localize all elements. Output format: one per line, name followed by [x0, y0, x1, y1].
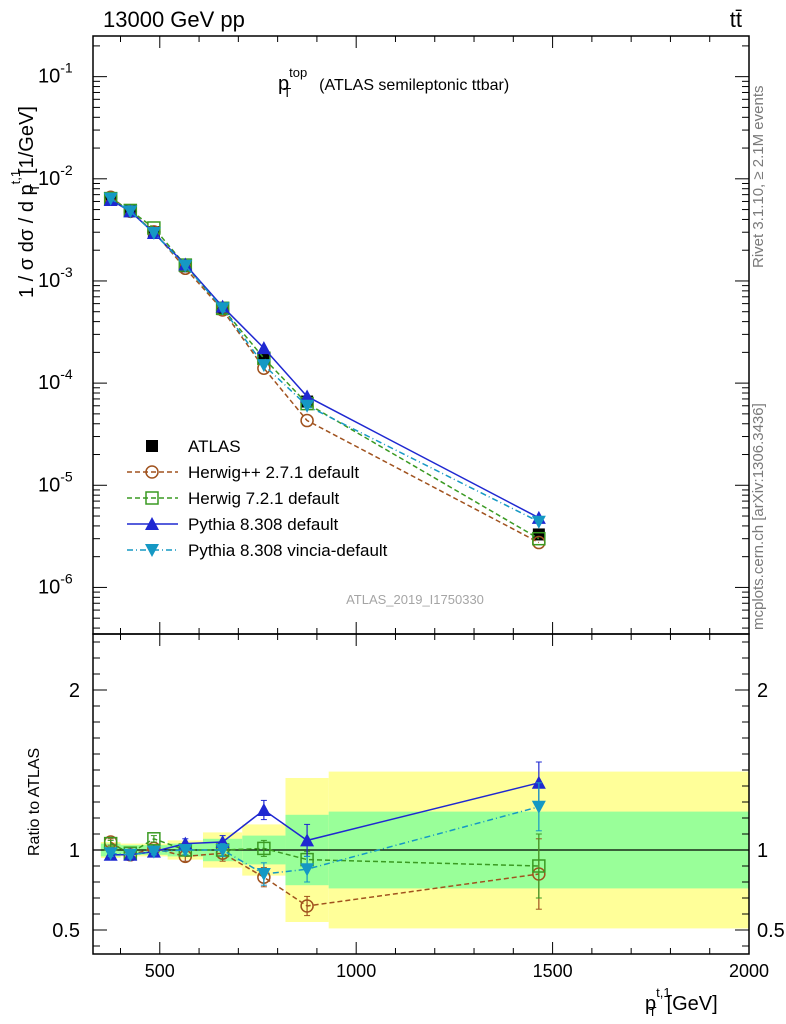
ratio-y-tick-label-right: 1	[757, 840, 768, 862]
y-tick-label: 10-4	[38, 366, 73, 394]
rivet-version-label: Rivet 3.1.10, ≥ 2.1M events	[750, 86, 767, 269]
legend-marker-pythia-8-308-default	[145, 517, 159, 530]
y-axis-label: 1 / σ dσ / d pt,1T[1/GeV]	[8, 106, 42, 298]
legend-label-herwig-7-2-1-default: Herwig 7.2.1 default	[188, 489, 339, 508]
data-point-pythia-8-308-default	[300, 389, 315, 403]
data-point-pythia-8-308-vincia-default	[300, 399, 315, 413]
ratio-point-pythia-8-308-vincia-default	[531, 800, 546, 814]
data-point-pythia-8-308-default	[256, 341, 271, 355]
ratio-point-pythia-8-308-vincia-default	[146, 845, 161, 859]
legend-label-pythia-8-308-default: Pythia 8.308 default	[188, 515, 339, 534]
ratio-series	[103, 761, 546, 917]
series-line-pythia-8-308-vincia-default	[110, 197, 540, 523]
legend-marker-atlas	[146, 440, 158, 452]
plot-title: ptop T (ATLAS semileptonic ttbar)	[278, 65, 509, 100]
mcplots-label: mcplots.cern.ch [arXiv:1306.3436]	[750, 403, 767, 630]
y-tick-label: 10-6	[38, 570, 73, 598]
legend-label-herwig-2-7-1-default: Herwig++ 2.7.1 default	[188, 463, 359, 482]
legend-label-atlas: ATLAS	[188, 437, 241, 456]
ratio-point-herwig-7-2-1-default	[532, 859, 546, 873]
data-point-pythia-8-308-vincia-default	[123, 205, 138, 219]
series-line-herwig-7-2-1-default	[110, 197, 540, 540]
ratio-point-pythia-8-308-vincia-default	[300, 863, 315, 877]
ratio-line-pythia-8-308-vincia-default	[110, 806, 540, 875]
ratio-point-pythia-8-308-default	[256, 803, 271, 816]
legend-marker-pythia-8-308-vincia-default	[145, 544, 159, 557]
axis-ticks	[93, 36, 750, 954]
ratio-y-tick-label-right: 2	[757, 680, 768, 702]
analysis-id-watermark: ATLAS_2019_I1750330	[346, 592, 484, 607]
x-tick-label: 2000	[729, 961, 769, 981]
legend-marker-herwig-2-7-1-default	[145, 465, 159, 479]
ratio-plot-frame	[92, 633, 750, 955]
x-tick-label: 1500	[533, 961, 573, 981]
ratio-y-tick-label: 1	[69, 840, 80, 862]
header-energy-label: 13000 GeV pp	[103, 7, 245, 32]
y-tick-label: 10-1	[38, 60, 73, 88]
legend-label-pythia-8-308-vincia-default: Pythia 8.308 vincia-default	[188, 541, 388, 560]
data-point-pythia-8-308-vincia-default	[256, 359, 271, 373]
legend-marker-herwig-7-2-1-default	[145, 491, 159, 505]
series-line-herwig-2-7-1-default	[110, 196, 540, 544]
ratio-point-pythia-8-308-vincia-default	[178, 844, 193, 857]
ratio-point-herwig-2-7-1-default	[300, 899, 314, 913]
data-point-pythia-8-308-vincia-default	[178, 259, 193, 273]
data-point-herwig-7-2-1-default	[532, 531, 546, 546]
data-point-herwig-2-7-1-default	[300, 413, 314, 428]
ratio-point-pythia-8-308-vincia-default	[256, 868, 271, 881]
ratio-point-pythia-8-308-vincia-default	[215, 844, 230, 857]
axis-tick-labels: 500 1000 1500 2000 10-6 10-5 10-4 10-3 10-2 10-1 0…	[38, 60, 785, 981]
data-point-pythia-8-308-vincia-default	[146, 226, 161, 240]
data-point-pythia-8-308-vincia-default	[215, 302, 230, 316]
x-tick-label: 500	[145, 961, 175, 981]
ratio-point-herwig-7-2-1-default	[257, 841, 271, 856]
y-tick-label: 10-3	[38, 264, 73, 292]
ratio-y-tick-label-right: 0.5	[757, 920, 785, 942]
main-series	[103, 190, 546, 550]
ratio-y-axis-label: Ratio to ATLAS	[26, 748, 43, 856]
ratio-y-tick-label: 0.5	[52, 920, 80, 942]
ratio-point-pythia-8-308-vincia-default	[123, 848, 138, 862]
ratio-point-pythia-8-308-default	[300, 833, 315, 847]
ratio-point-pythia-8-308-vincia-default	[103, 847, 118, 861]
ratio-y-tick-label: 2	[69, 680, 80, 702]
x-axis-label: pt,1 T [GeV]	[645, 985, 718, 1019]
y-tick-label: 10-2	[38, 162, 73, 190]
data-point-pythia-8-308-vincia-default	[103, 192, 118, 206]
y-tick-label: 10-5	[38, 468, 73, 496]
data-point-pythia-8-308-vincia-default	[531, 515, 546, 529]
legend: ATLAS Herwig++ 2.7.1 default Herwig 7.2.1 …	[127, 437, 388, 560]
x-tick-label: 1000	[336, 961, 376, 981]
header-process-label: tt̄	[730, 7, 742, 32]
